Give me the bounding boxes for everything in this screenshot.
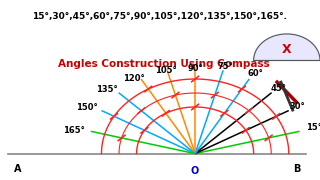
- Text: 75°: 75°: [218, 62, 234, 71]
- Text: A: A: [14, 165, 21, 174]
- Text: 45°: 45°: [271, 84, 287, 93]
- Text: Angles Construction Using Compass: Angles Construction Using Compass: [58, 59, 269, 69]
- Text: B: B: [293, 165, 300, 174]
- Text: 105°: 105°: [155, 66, 177, 75]
- Text: X: X: [282, 43, 292, 56]
- Text: 135°: 135°: [96, 85, 117, 94]
- Text: 90°: 90°: [187, 64, 203, 73]
- Text: 120°: 120°: [123, 73, 145, 82]
- Text: 165°: 165°: [63, 126, 85, 135]
- Text: 150°: 150°: [76, 103, 98, 112]
- Text: 60°: 60°: [248, 69, 264, 78]
- Text: O: O: [191, 166, 199, 176]
- Text: 15°: 15°: [306, 123, 320, 132]
- Polygon shape: [254, 34, 320, 60]
- Text: 15°,30°,45°,60°,75°,90°,105°,120°,135°,150°,165°.: 15°,30°,45°,60°,75°,90°,105°,120°,135°,1…: [33, 12, 287, 21]
- Text: 30°: 30°: [289, 102, 305, 111]
